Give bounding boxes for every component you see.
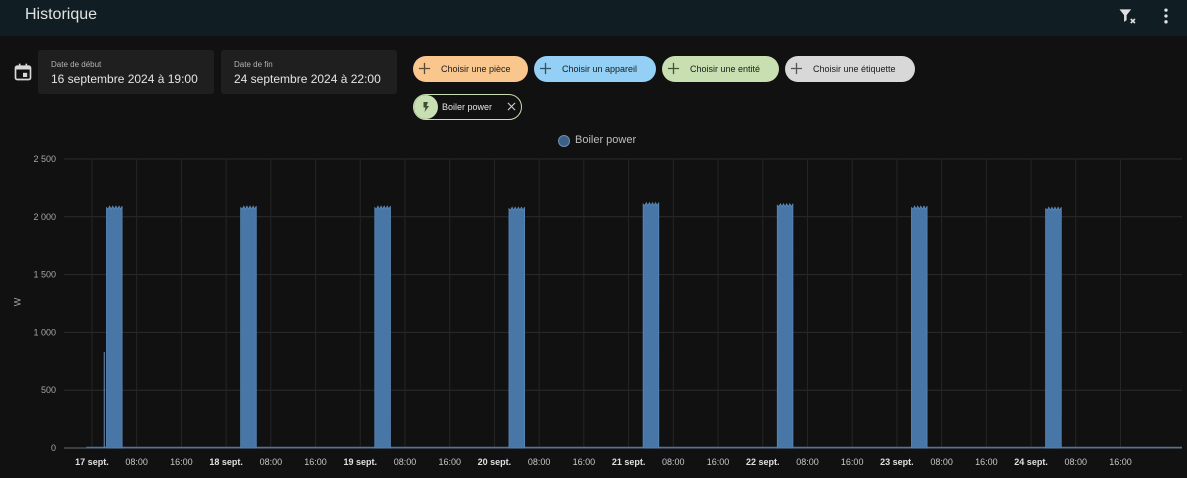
x-tick-label: 16:00	[304, 457, 327, 467]
x-tick-label: 24 sept.	[1014, 457, 1048, 467]
choose-area-chip[interactable]: Choisir une pièce	[413, 56, 528, 82]
power-spike	[374, 205, 391, 449]
x-tick-label: 23 sept.	[880, 457, 914, 467]
filter-remove-icon[interactable]	[1117, 6, 1137, 26]
top-app-bar: Historique	[0, 0, 1187, 36]
x-tick-label: 08:00	[260, 457, 283, 467]
x-tick-label: 08:00	[528, 457, 551, 467]
x-tick-label: 16:00	[573, 457, 596, 467]
plus-icon	[667, 62, 680, 75]
remove-entity-icon[interactable]	[507, 102, 516, 111]
start-date-field[interactable]: Date de début 16 septembre 2024 à 19:00	[38, 50, 214, 94]
x-tick-label: 16:00	[1109, 457, 1132, 467]
calendar-icon[interactable]	[13, 62, 33, 82]
power-spike	[1045, 206, 1062, 449]
x-tick-label: 08:00	[394, 457, 417, 467]
x-tick-label: 08:00	[1065, 457, 1088, 467]
x-tick-label: 16:00	[975, 457, 998, 467]
end-date-field[interactable]: Date de fin 24 septembre 2024 à 22:00	[221, 50, 397, 94]
start-date-value: 16 septembre 2024 à 19:00	[51, 72, 198, 86]
x-tick-label: 22 sept.	[746, 457, 780, 467]
choose-label-label: Choisir une étiquette	[813, 64, 896, 74]
x-tick-label: 08:00	[662, 457, 685, 467]
power-spike	[776, 202, 794, 449]
x-tick-label: 16:00	[170, 457, 193, 467]
x-tick-label: 20 sept.	[478, 457, 512, 467]
x-tick-label: 16:00	[841, 457, 864, 467]
start-date-label: Date de début	[51, 60, 102, 69]
bolt-icon-bg	[414, 95, 438, 119]
choose-label-chip[interactable]: Choisir une étiquette	[785, 56, 915, 82]
selected-entity-chip[interactable]: Boiler power	[413, 94, 522, 120]
y-tick-label: 2 000	[33, 212, 56, 222]
choose-device-label: Choisir un appareil	[562, 64, 638, 74]
y-tick-label: 500	[41, 385, 56, 395]
x-tick-label: 21 sept.	[612, 457, 646, 467]
x-tick-label: 16:00	[438, 457, 461, 467]
legend-label[interactable]: Boiler power	[575, 134, 637, 146]
x-tick-label: 17 sept.	[75, 457, 109, 467]
plus-icon	[418, 62, 431, 75]
chart-tick-labels: 0 500 1 000 1 500 2 000 2 500 17 sept. 08:00 16:…	[33, 154, 1131, 467]
choose-entity-label: Choisir une entité	[690, 64, 761, 74]
choose-area-label: Choisir une pièce	[441, 64, 511, 74]
end-date-label: Date de fin	[234, 60, 273, 69]
choose-entity-chip[interactable]: Choisir une entité	[662, 56, 779, 82]
power-spike	[508, 206, 526, 449]
selected-entity-label: Boiler power	[442, 102, 493, 112]
plus-icon	[539, 62, 552, 75]
x-tick-label: 08:00	[125, 457, 148, 467]
x-tick-label: 16:00	[707, 457, 730, 467]
y-tick-label: 0	[51, 443, 56, 453]
choose-device-chip[interactable]: Choisir un appareil	[534, 56, 656, 82]
page-title: Historique	[25, 6, 98, 23]
chart-grid	[64, 158, 1182, 449]
power-spike	[642, 201, 660, 449]
power-spike	[106, 205, 123, 449]
x-tick-label: 08:00	[796, 457, 819, 467]
y-tick-label: 2 500	[33, 154, 56, 164]
y-tick-label: 1 500	[33, 270, 56, 280]
plus-icon	[790, 62, 803, 75]
chart-marks	[86, 201, 1182, 449]
y-tick-label: 1 000	[33, 327, 56, 337]
power-spike	[911, 205, 928, 449]
x-tick-label: 18 sept.	[209, 457, 243, 467]
legend-swatch-boiler-power[interactable]	[558, 135, 570, 147]
end-date-value: 24 septembre 2024 à 22:00	[234, 72, 381, 86]
more-menu-icon[interactable]	[1156, 6, 1176, 26]
x-tick-label: 19 sept.	[344, 457, 378, 467]
power-spike	[240, 205, 257, 449]
lightning-bolt-icon	[423, 102, 429, 112]
x-tick-label: 08:00	[930, 457, 953, 467]
